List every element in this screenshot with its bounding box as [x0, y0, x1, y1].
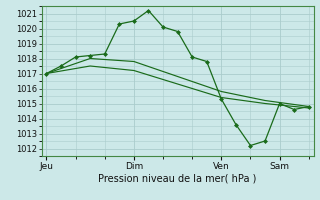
- X-axis label: Pression niveau de la mer( hPa ): Pression niveau de la mer( hPa ): [99, 173, 257, 183]
